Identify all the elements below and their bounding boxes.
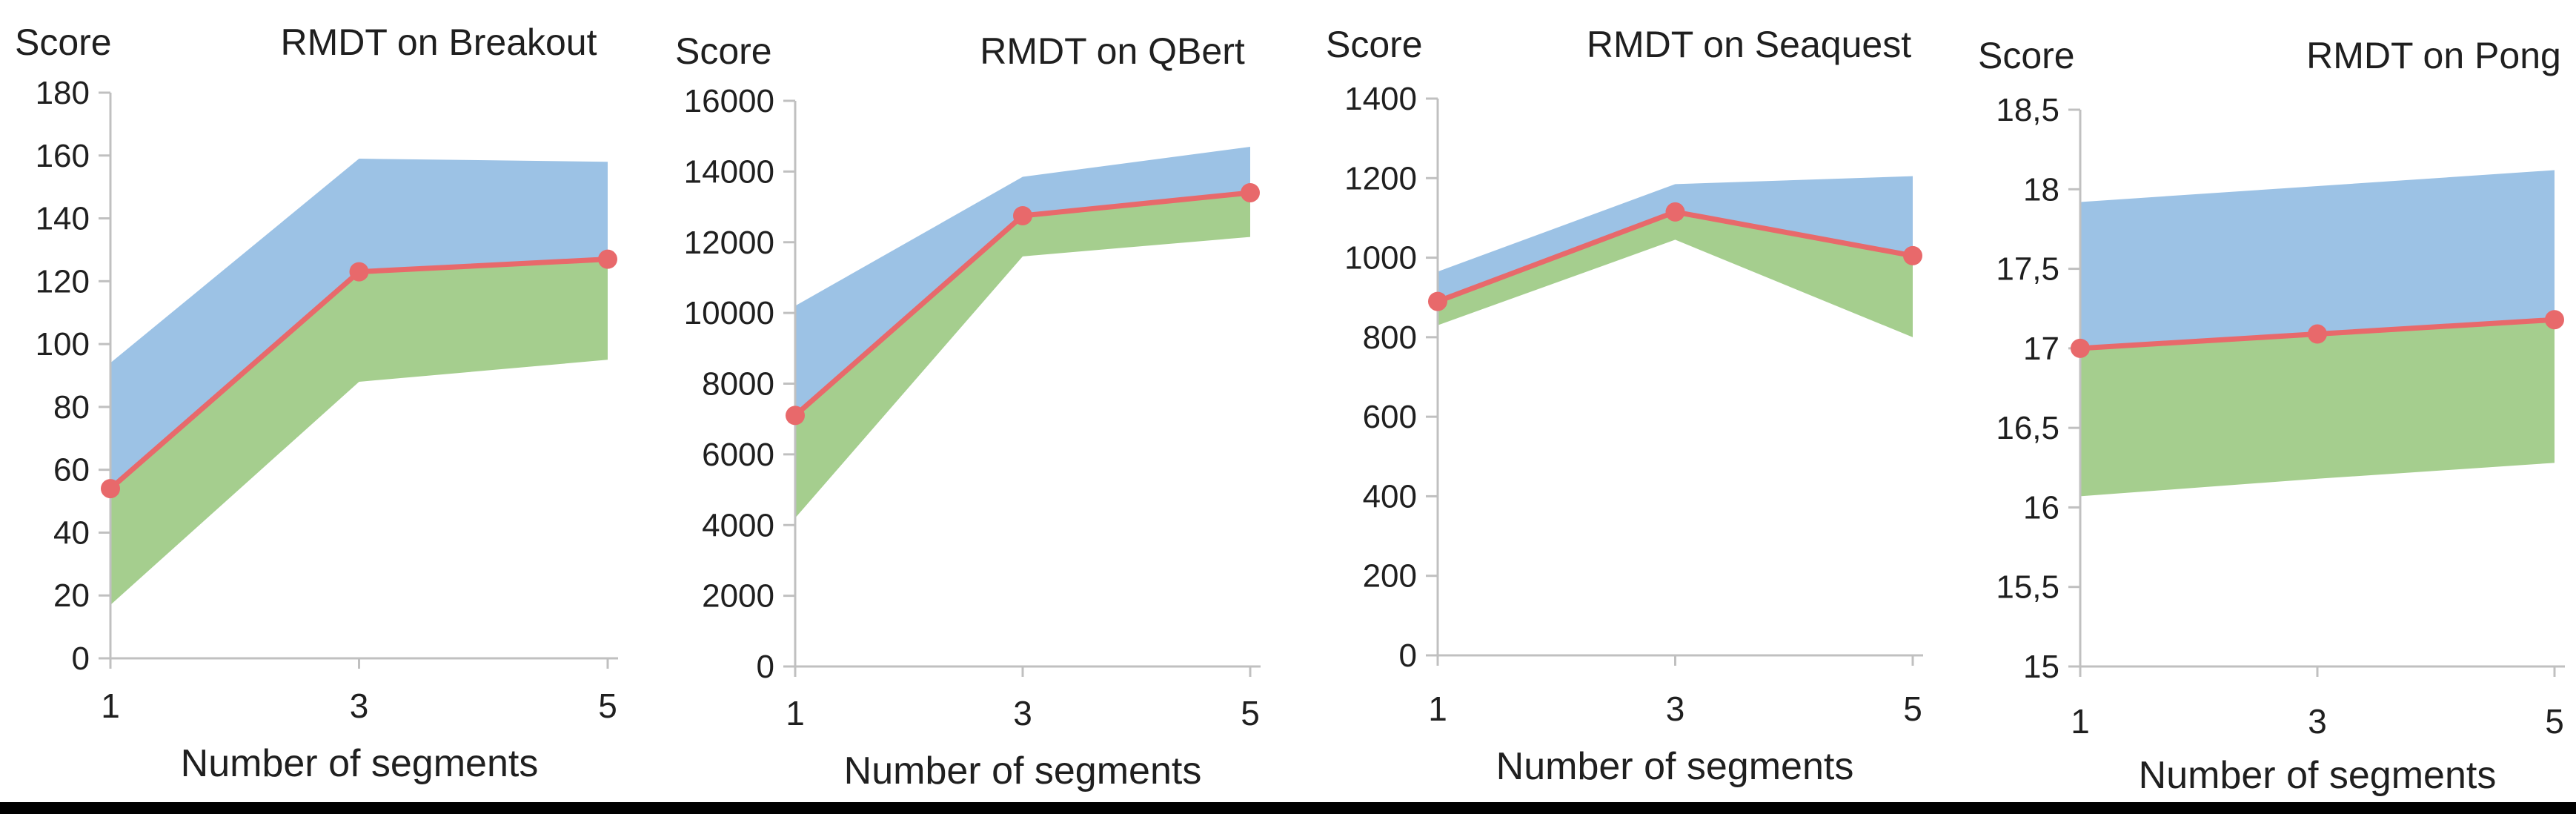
chart-title: RMDT on Pong (2306, 35, 2561, 76)
y-tick-label: 160 (36, 138, 90, 174)
y-tick-label: 18,5 (1996, 92, 2059, 128)
y-tick-label: 180 (36, 75, 90, 111)
upper-confidence-band (1438, 176, 1913, 302)
y-tick-label: 800 (1363, 320, 1417, 356)
chart-title: RMDT on Breakout (280, 21, 597, 63)
x-axis-title: Number of segments (843, 750, 1202, 793)
upper-confidence-band (2080, 170, 2555, 348)
y-tick-label: 120 (36, 263, 90, 300)
y-tick-label: 1200 (1344, 160, 1417, 196)
plot-area-pong: 15 15,5 16 16,5 17 17,5 18 18,5 1 3 5 (1996, 92, 2565, 741)
y-tick-label: 16,5 (1996, 410, 2059, 446)
y-tick-label: 0 (72, 641, 90, 677)
y-tick-label: 16 (2023, 489, 2059, 526)
chart-panel-breakout: 0 20 40 60 80 100 120 140 160 180 1 3 5 Score RMDT o… (0, 0, 644, 802)
mean-point-marker (349, 262, 369, 282)
lower-confidence-band (795, 192, 1250, 518)
x-tick-label: 5 (2545, 702, 2564, 741)
y-tick-label: 18 (2023, 171, 2059, 208)
lower-confidence-band (1438, 211, 1913, 337)
bottom-border (0, 802, 2576, 814)
x-tick-label: 3 (350, 686, 369, 725)
x-tick-label: 3 (1666, 689, 1685, 728)
lower-confidence-band (2080, 320, 2555, 497)
mean-point-marker (1903, 245, 1922, 265)
y-tick-label: 0 (1399, 638, 1417, 674)
y-axis-title: Score (15, 21, 112, 63)
y-tick-label: 8000 (702, 366, 774, 403)
plot-area-breakout: 0 20 40 60 80 100 120 140 160 180 1 3 5 (36, 75, 618, 725)
y-tick-label: 200 (1363, 558, 1417, 595)
y-tick-label: 140 (36, 201, 90, 237)
y-tick-label: 1400 (1344, 81, 1417, 117)
mean-point-marker (598, 249, 617, 269)
x-axis-title: Number of segments (1496, 745, 1854, 788)
upper-confidence-band (110, 159, 608, 489)
x-tick-label: 5 (598, 686, 617, 725)
chart-title: RMDT on QBert (980, 30, 1245, 72)
y-tick-label: 4000 (702, 507, 774, 543)
x-axis-title: Number of segments (2138, 754, 2497, 797)
x-tick-label: 3 (1013, 694, 1032, 732)
upper-confidence-band (795, 146, 1250, 416)
y-tick-label: 12000 (684, 225, 774, 261)
x-tick-label: 5 (1241, 694, 1260, 732)
y-tick-label: 600 (1363, 399, 1417, 435)
x-tick-label: 1 (1428, 689, 1447, 728)
mean-point-marker (101, 479, 120, 499)
plot-area-seaquest: 0 200 400 600 800 1000 1200 1400 1 3 5 (1344, 81, 1923, 728)
x-tick-label: 3 (2308, 702, 2327, 741)
y-tick-label: 16000 (684, 83, 774, 119)
chart-panel-pong: 15 15,5 16 16,5 17 17,5 18 18,5 1 3 5 Score RMDT o… (1932, 0, 2576, 802)
y-axis-title: Score (1978, 35, 2075, 76)
y-tick-label: 17 (2023, 331, 2059, 367)
y-tick-label: 2000 (702, 578, 774, 615)
mean-point-marker (2308, 324, 2327, 344)
x-tick-label: 1 (786, 694, 805, 732)
mean-point-marker (1428, 291, 1447, 311)
y-tick-label: 20 (53, 578, 90, 614)
y-axis-title: Score (1326, 24, 1423, 65)
y-tick-label: 6000 (702, 437, 774, 473)
chart-panel-seaquest: 0 200 400 600 800 1000 1200 1400 1 3 5 Score RMDT … (1288, 0, 1932, 802)
y-tick-label: 80 (53, 389, 90, 426)
chart-title: RMDT on Seaquest (1586, 24, 1912, 65)
mean-point-marker (1013, 205, 1032, 225)
lower-confidence-band (110, 259, 608, 605)
mean-point-marker (786, 406, 805, 426)
y-tick-label: 1000 (1344, 240, 1417, 277)
chart-panel-qbert: 0 2000 4000 6000 8000 10000 12000 14000 16000 1 3 5… (644, 0, 1288, 802)
y-tick-label: 60 (53, 452, 90, 489)
y-tick-label: 15,5 (1996, 569, 2059, 606)
x-tick-label: 1 (101, 686, 120, 725)
y-tick-label: 0 (757, 649, 774, 685)
x-tick-label: 1 (2071, 702, 2090, 741)
mean-point-marker (2545, 310, 2564, 330)
y-tick-label: 40 (53, 514, 90, 551)
y-tick-label: 17,5 (1996, 251, 2059, 288)
y-tick-label: 100 (36, 326, 90, 363)
x-tick-label: 5 (1903, 689, 1922, 728)
y-tick-label: 10000 (684, 295, 774, 331)
mean-point-marker (2071, 338, 2090, 358)
mean-point-marker (1241, 182, 1260, 202)
mean-point-marker (1665, 202, 1685, 222)
x-axis-title: Number of segments (180, 742, 539, 785)
y-axis-title: Score (675, 30, 772, 72)
plot-area-qbert: 0 2000 4000 6000 8000 10000 12000 14000 16000 1 3 5 (684, 83, 1261, 732)
y-tick-label: 15 (2023, 649, 2059, 685)
y-tick-label: 400 (1363, 478, 1417, 514)
y-tick-label: 14000 (684, 153, 774, 190)
